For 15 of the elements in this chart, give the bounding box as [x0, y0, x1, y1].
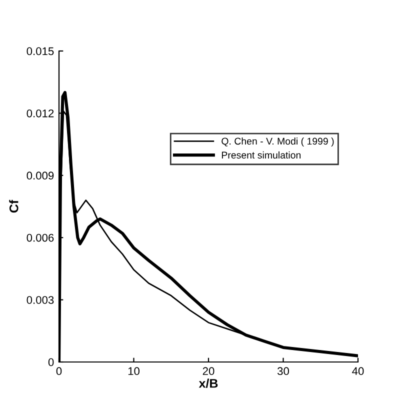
x-tick-label: 0 [56, 367, 62, 376]
y-tick-label: 0.006 [26, 234, 54, 242]
x-tick-label: 40 [352, 367, 364, 376]
y-axis-title: Cf [9, 200, 18, 213]
y-tick-label: 0.012 [26, 109, 54, 118]
x-axis-title: x/B [198, 378, 218, 388]
x-tick-label: 10 [128, 367, 140, 376]
y-tick-label: 0.009 [26, 172, 54, 180]
y-tick-label: 0 [48, 358, 54, 366]
legend-label: Q. Chen - V. Modi ( 1999 ) [222, 138, 334, 147]
y-tick-label: 0.015 [26, 47, 54, 56]
y-tick-label: 0.003 [26, 296, 54, 304]
x-tick-label: 20 [202, 367, 214, 376]
x-tick-label: 30 [277, 367, 289, 376]
legend-label: Present simulation [222, 151, 301, 159]
